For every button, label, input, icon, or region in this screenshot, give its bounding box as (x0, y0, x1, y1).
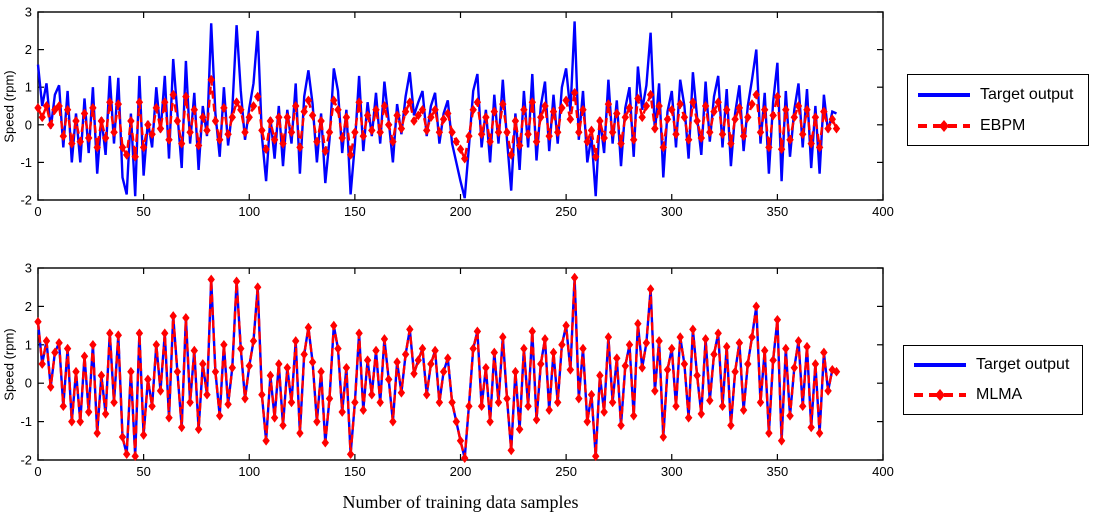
x-axis-label: Number of training data samples (342, 492, 579, 512)
y-tick-label: 0 (25, 376, 32, 391)
x-tick-label: 150 (344, 204, 366, 219)
y-tick-label: 3 (25, 261, 32, 276)
x-tick-label: 150 (344, 464, 366, 479)
y-tick-label: 1 (25, 80, 32, 95)
y-tick-label: 2 (25, 299, 32, 314)
x-tick-label: 0 (34, 204, 41, 219)
legend-entry-target-output: Target output (912, 352, 1074, 378)
legend-label-target-output: Target output (980, 85, 1074, 103)
y-tick-label: 3 (25, 5, 32, 20)
x-tick-label: 250 (555, 204, 577, 219)
legend-label-ebpm: EBPM (980, 116, 1026, 134)
axes-box (37, 267, 884, 461)
x-tick-label: 100 (238, 204, 260, 219)
solid-line-sample-icon (914, 363, 966, 367)
x-tick-label: 100 (238, 464, 260, 479)
solid-line-sample-icon (918, 92, 970, 97)
x-tick-label: 350 (767, 204, 789, 219)
y-tick-label: -1 (20, 155, 32, 170)
x-tick-label: 0 (34, 464, 41, 479)
legend-entry-mlma: MLMA (912, 382, 1074, 408)
y-tick-label: 2 (25, 42, 32, 57)
legend-entry-ebpm: EBPM (916, 112, 1080, 139)
y-tick-label: -2 (20, 453, 32, 468)
y-tick-label: 0 (25, 117, 32, 132)
x-tick-label: 400 (872, 464, 894, 479)
y-tick-label: -1 (20, 414, 32, 429)
top-y-axis-label: Speed (rpm) (1, 70, 17, 143)
x-tick-label: 400 (872, 204, 894, 219)
x-tick-label: 250 (555, 464, 577, 479)
series-markers-ebpm (34, 74, 841, 164)
legend-entry-target-output: Target output (916, 81, 1080, 108)
dashed-diamond-sample-icon (918, 119, 970, 132)
x-tick-label: 300 (661, 204, 683, 219)
legend-label-mlma: MLMA (976, 386, 1023, 403)
bottom-y-axis-label: Speed (rpm) (1, 328, 17, 401)
x-tick-label: 200 (450, 464, 472, 479)
legend-label-target-output: Target output (976, 356, 1070, 373)
top-legend: Target output EBPM (907, 74, 1089, 146)
x-tick-label: 200 (450, 204, 472, 219)
series-line-ebpm (36, 79, 838, 163)
x-tick-label: 50 (136, 204, 150, 219)
y-tick-label: -2 (20, 193, 32, 208)
bottom-legend: Target output MLMA (903, 345, 1083, 415)
x-tick-label: 50 (136, 464, 150, 479)
series-markers-mlma (34, 272, 841, 463)
series-line-mlma (36, 277, 837, 459)
dashed-diamond-sample-icon (914, 389, 966, 401)
x-tick-label: 350 (767, 464, 789, 479)
y-tick-label: 1 (25, 337, 32, 352)
x-tick-label: 300 (661, 464, 683, 479)
